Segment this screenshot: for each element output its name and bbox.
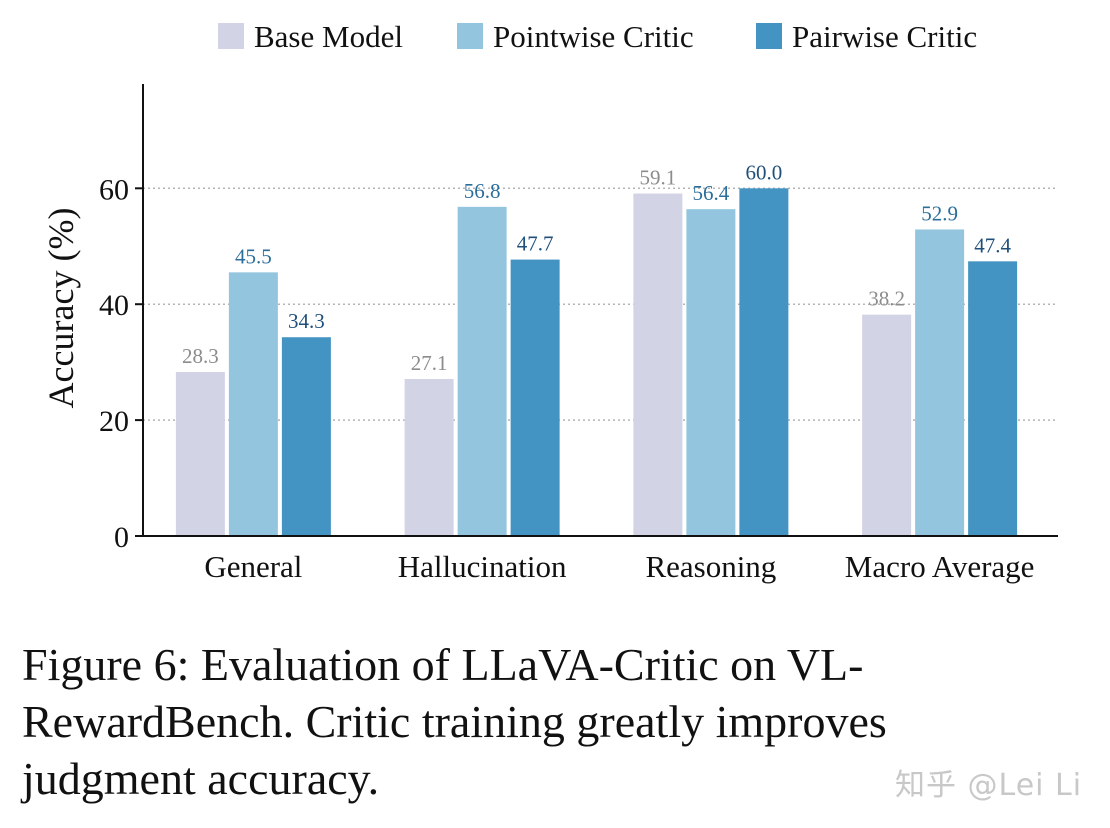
caption-line-1: Figure 6: Evaluation of LLaVA-Critic on … bbox=[22, 639, 864, 690]
bar-pointwise-critic bbox=[686, 209, 736, 536]
value-label-base-model: 38.2 bbox=[868, 287, 905, 311]
y-tick-label: 20 bbox=[99, 405, 129, 438]
bar-base-model bbox=[175, 372, 225, 536]
watermark: 知乎 @Lei Li bbox=[895, 768, 1083, 803]
x-tick-label: General bbox=[204, 549, 302, 584]
bar-base-model bbox=[633, 193, 683, 536]
value-label-pointwise-critic: 56.8 bbox=[464, 179, 501, 203]
y-axis-label: Accuracy (%) bbox=[41, 208, 81, 409]
bars bbox=[175, 188, 1018, 537]
bar-pointwise-critic bbox=[228, 272, 278, 536]
value-label-pairwise-critic: 34.3 bbox=[288, 309, 325, 333]
value-labels: 28.3 45.5 34.3 27.1 56.8 47.7 59.1 56.4 60.0 38.2… bbox=[182, 160, 1012, 375]
value-label-pointwise-critic: 45.5 bbox=[235, 244, 272, 268]
y-tick-label: 60 bbox=[99, 173, 129, 206]
x-tick-labels: General Hallucination Reasoning Macro Avera… bbox=[204, 549, 1034, 584]
bar-pairwise-critic bbox=[739, 188, 789, 537]
y-tick-label: 40 bbox=[99, 289, 129, 322]
legend-swatch bbox=[756, 23, 782, 49]
figure-caption: Figure 6: Evaluation of LLaVA-Critic on … bbox=[22, 636, 1078, 807]
x-tick-label: Hallucination bbox=[398, 549, 567, 584]
legend-label: Base Model bbox=[254, 19, 403, 54]
bar-pairwise-critic bbox=[968, 261, 1018, 536]
bar-base-model bbox=[862, 314, 912, 536]
legend-swatch bbox=[218, 23, 244, 49]
value-label-base-model: 27.1 bbox=[411, 351, 448, 375]
bar-base-model bbox=[404, 378, 454, 536]
bar-pairwise-critic bbox=[281, 337, 331, 536]
legend-swatch bbox=[457, 23, 483, 49]
value-label-pairwise-critic: 47.4 bbox=[974, 233, 1011, 257]
bar-pointwise-critic bbox=[457, 206, 507, 536]
caption-line-2: RewardBench. Critic training greatly imp… bbox=[22, 696, 887, 747]
legend-label: Pointwise Critic bbox=[493, 19, 694, 54]
x-tick-label: Reasoning bbox=[645, 549, 776, 584]
value-label-pairwise-critic: 47.7 bbox=[517, 232, 554, 256]
y-tick-label: 0 bbox=[114, 521, 129, 554]
bar-chart: 28.3 45.5 34.3 27.1 56.8 47.7 59.1 56.4 60.0 38.2… bbox=[41, 19, 1058, 584]
bar-pointwise-critic bbox=[915, 229, 965, 536]
legend-label: Pairwise Critic bbox=[792, 19, 977, 54]
value-label-pointwise-critic: 56.4 bbox=[693, 181, 730, 205]
value-label-pairwise-critic: 60.0 bbox=[746, 160, 783, 184]
legend-item-base-model[interactable]: Base Model bbox=[218, 19, 403, 54]
legend-item-pointwise-critic[interactable]: Pointwise Critic bbox=[457, 19, 694, 54]
legend[interactable]: Base Model Pointwise Critic Pairwise Criti… bbox=[218, 19, 977, 54]
value-label-base-model: 28.3 bbox=[182, 344, 219, 368]
caption-line-3: judgment accuracy. bbox=[22, 753, 380, 804]
legend-item-pairwise-critic[interactable]: Pairwise Critic bbox=[756, 19, 977, 54]
bar-pairwise-critic bbox=[510, 259, 560, 536]
y-ticks: 0 20 40 60 bbox=[99, 173, 143, 554]
value-label-pointwise-critic: 52.9 bbox=[921, 201, 958, 225]
value-label-base-model: 59.1 bbox=[640, 166, 677, 190]
axes bbox=[142, 84, 1058, 537]
x-tick-label: Macro Average bbox=[845, 549, 1035, 584]
